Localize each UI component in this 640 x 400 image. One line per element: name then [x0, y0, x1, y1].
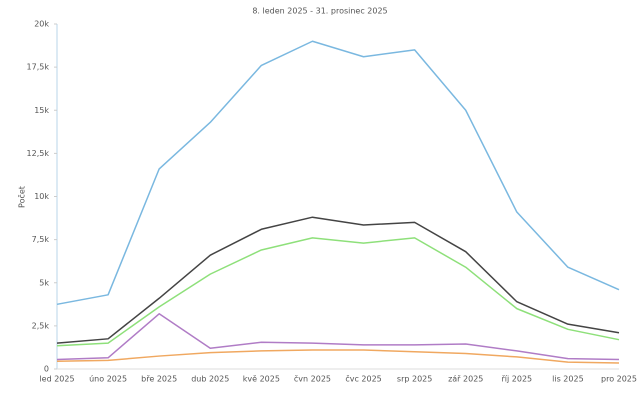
x-tick-label: kvě 2025 — [243, 375, 280, 384]
x-tick-label: čvc 2025 — [345, 374, 381, 384]
x-tick-label: srp 2025 — [397, 375, 432, 384]
y-tick-label: 7,5k — [32, 235, 50, 244]
y-tick-label: 12,5k — [27, 149, 50, 158]
x-tick-label: led 2025 — [39, 375, 74, 384]
line-series — [56, 313, 620, 361]
y-tick-label: 0 — [44, 365, 49, 374]
x-tick-label: úno 2025 — [89, 375, 127, 384]
y-tick-label: 10k — [34, 192, 49, 201]
line-series — [56, 216, 620, 344]
x-tick-label: bře 2025 — [141, 375, 177, 384]
x-tick-label: pro 2025 — [601, 375, 637, 384]
y-tick-label: 20k — [34, 20, 49, 29]
y-axis-label: Počet — [17, 186, 27, 208]
y-tick-label: 5k — [39, 278, 49, 287]
x-tick-label: říj 2025 — [501, 375, 532, 384]
y-tick-label: 15k — [34, 106, 49, 115]
x-tick-label: zář 2025 — [448, 375, 483, 384]
y-tick-label: 2,5k — [32, 321, 50, 330]
line-series — [56, 237, 620, 347]
line-series — [56, 349, 620, 364]
x-tick-label: čvn 2025 — [294, 374, 331, 384]
chart-subtitle: 8. leden 2025 - 31. prosinec 2025 — [252, 7, 387, 16]
x-tick-label: dub 2025 — [191, 375, 229, 384]
line-series — [56, 40, 620, 306]
y-tick-label: 17,5k — [27, 63, 50, 72]
x-tick-label: lis 2025 — [552, 375, 584, 384]
